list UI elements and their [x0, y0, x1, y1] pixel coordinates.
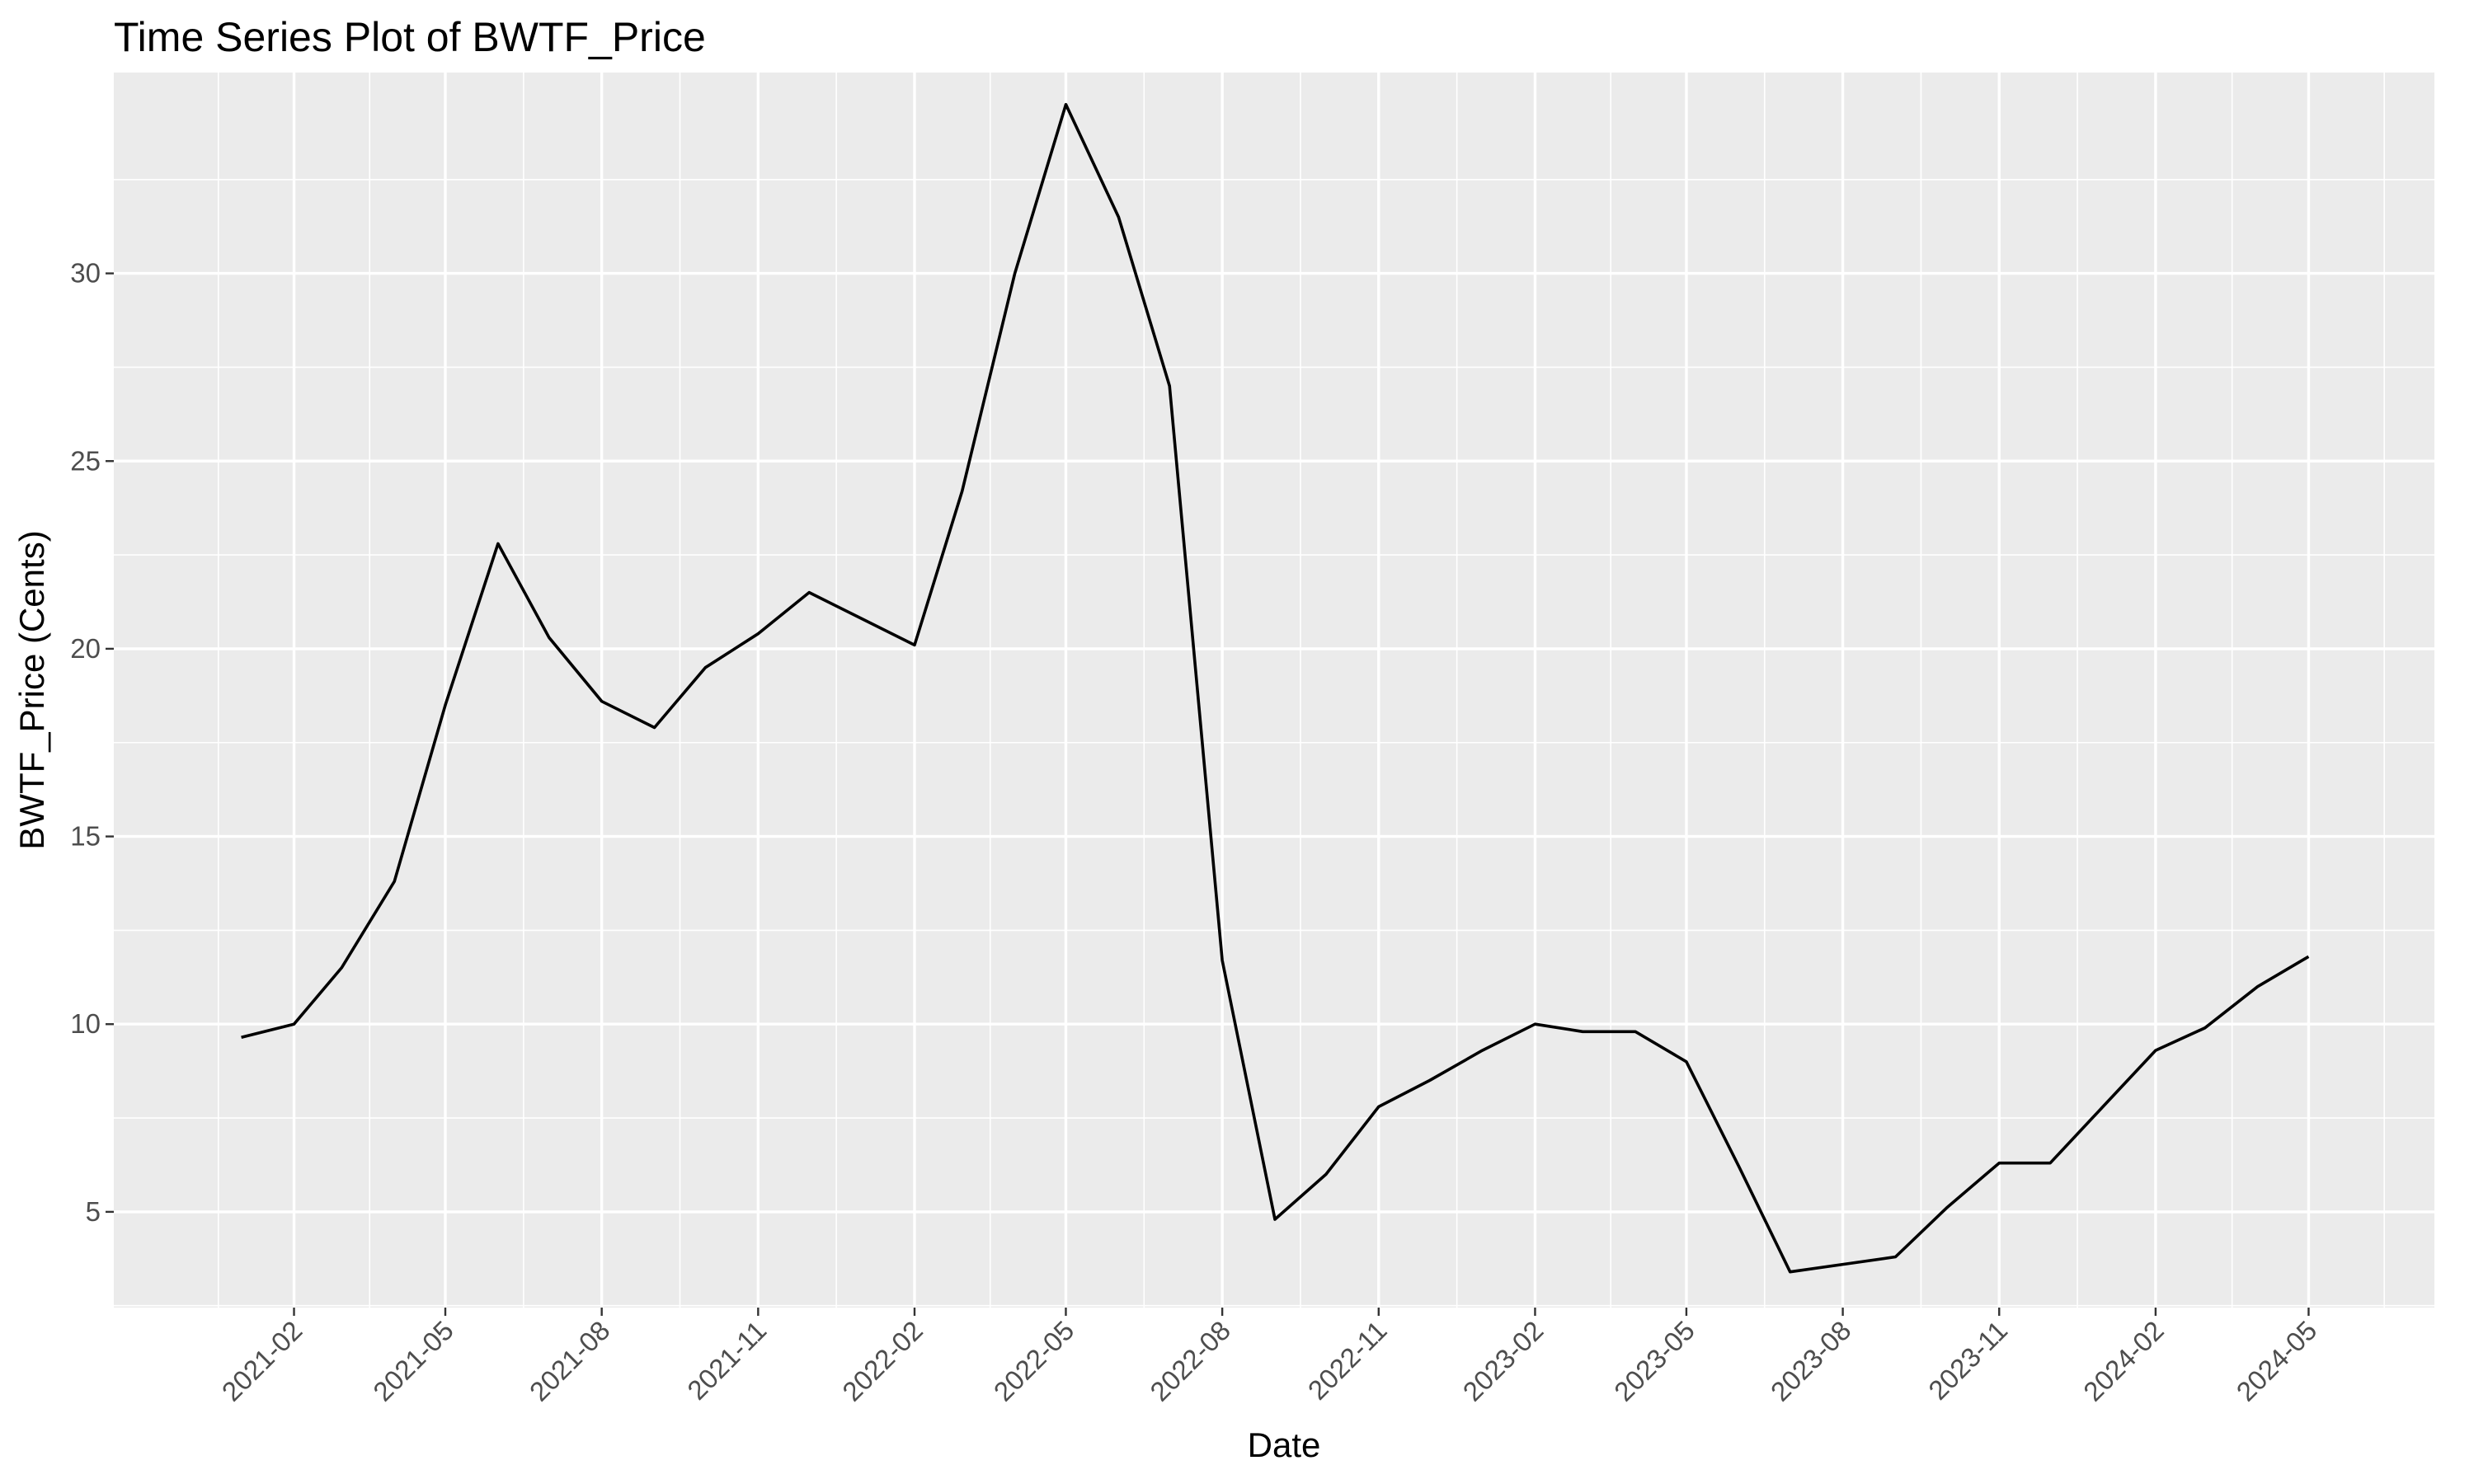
x-tick-label: 2023-11: [1922, 1315, 2013, 1406]
x-tick-label: 2021-08: [524, 1315, 616, 1407]
minor-gridlines: [114, 73, 2434, 1308]
y-tick-label: 20: [70, 633, 101, 664]
x-tick-label: 2021-11: [681, 1315, 772, 1406]
x-tick-label: 2022-08: [1144, 1315, 1236, 1407]
x-tick-label: 2022-05: [988, 1315, 1080, 1407]
y-tick-label: 25: [70, 445, 101, 476]
series-line: [241, 102, 2310, 1274]
x-tick-label: 2022-11: [1302, 1315, 1393, 1406]
x-tick-label: 2021-02: [216, 1315, 308, 1407]
y-tick-label: 5: [86, 1196, 101, 1227]
y-axis: 5 10 15 20 25 30: [70, 258, 114, 1227]
y-axis-title: BWTF_Price (Cents): [12, 530, 51, 849]
x-tick-label: 2024-05: [2231, 1315, 2323, 1407]
y-tick-label: 15: [70, 821, 101, 852]
x-tick-label: 2023-02: [1457, 1315, 1550, 1407]
x-tick-label: 2021-05: [367, 1315, 459, 1407]
x-axis-title: Date: [1248, 1425, 1321, 1464]
x-tick-label: 2022-02: [836, 1315, 929, 1407]
x-tick-label: 2024-02: [2077, 1315, 2170, 1407]
plot-panel: [114, 73, 2434, 1308]
x-tick-label: 2023-08: [1765, 1315, 1857, 1407]
y-tick-label: 10: [70, 1008, 101, 1039]
major-gridlines: [114, 73, 2434, 1308]
series-layer: [241, 102, 2310, 1274]
chart-title: Time Series Plot of BWTF_Price: [114, 14, 706, 60]
x-axis: 2021-02 2021-05 2021-08 2021-11 2022-02 2022-…: [216, 1308, 2323, 1407]
x-tick-label: 2023-05: [1608, 1315, 1700, 1407]
y-tick-label: 30: [70, 258, 101, 289]
